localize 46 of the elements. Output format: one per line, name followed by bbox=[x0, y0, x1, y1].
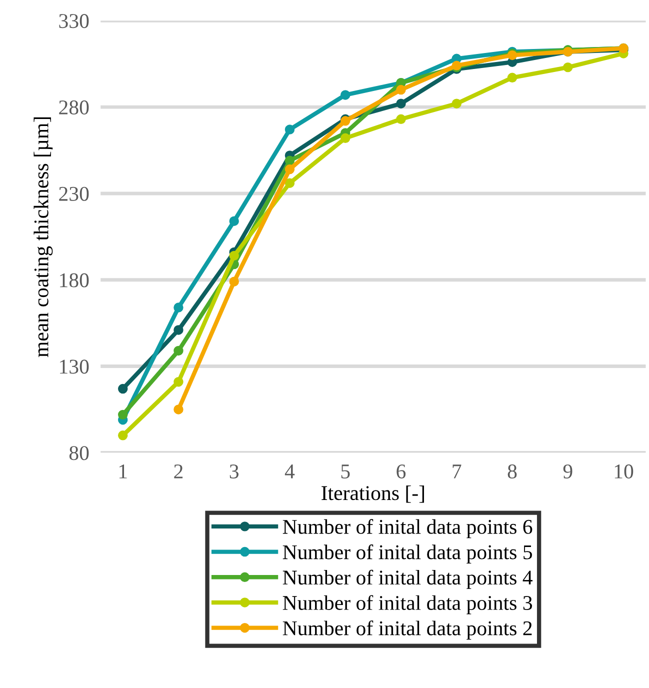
point bbox=[340, 133, 350, 144]
y-tick-label: 330 bbox=[59, 14, 89, 28]
x-tick-label: 7 bbox=[452, 464, 462, 478]
point bbox=[284, 124, 295, 134]
point bbox=[174, 346, 184, 356]
point bbox=[284, 164, 295, 174]
legend-label: Number of inital data points 5 bbox=[282, 544, 532, 564]
point bbox=[284, 156, 295, 166]
point bbox=[452, 98, 462, 108]
x-tick-label: 4 bbox=[284, 464, 295, 478]
x-tick-label: 8 bbox=[508, 464, 517, 478]
legend-label: Number of inital data points 4 bbox=[282, 570, 532, 589]
y-tick-label: 180 bbox=[60, 273, 89, 288]
y-tick-label: 280 bbox=[59, 100, 89, 114]
point bbox=[229, 250, 239, 261]
x-tick-label: 6 bbox=[396, 464, 406, 478]
point bbox=[118, 384, 128, 394]
y-axis-title: mean coating thickness [µm] bbox=[34, 117, 53, 358]
point bbox=[174, 404, 184, 414]
x-tick-label: 1 bbox=[119, 464, 127, 478]
point bbox=[174, 302, 184, 312]
legend-label: Number of inital data points 6 bbox=[282, 519, 532, 538]
point bbox=[229, 216, 239, 226]
point bbox=[396, 84, 406, 95]
x-tick-label: 10 bbox=[614, 464, 634, 478]
y-tick-label: 80 bbox=[69, 446, 89, 460]
point bbox=[118, 410, 128, 420]
y-tick-label: 230 bbox=[59, 186, 89, 201]
y-tick-label: 130 bbox=[60, 360, 89, 374]
x-axis-title: Iterations [-] bbox=[322, 485, 424, 503]
legend-label: Number of inital data points 3 bbox=[282, 595, 532, 614]
point bbox=[563, 62, 573, 72]
legend-label: Number of inital data points 2 bbox=[282, 620, 532, 640]
point bbox=[340, 90, 350, 100]
point bbox=[174, 325, 184, 335]
point bbox=[284, 178, 295, 188]
point bbox=[118, 430, 128, 440]
point bbox=[396, 114, 406, 124]
point bbox=[507, 72, 518, 83]
x-tick-label: 5 bbox=[341, 464, 350, 478]
point bbox=[396, 98, 406, 108]
x-tick-label: 3 bbox=[230, 464, 238, 478]
point bbox=[174, 376, 184, 387]
x-tick-label: 9 bbox=[563, 464, 572, 478]
x-tick-label: 2 bbox=[174, 464, 183, 478]
point bbox=[229, 276, 239, 286]
